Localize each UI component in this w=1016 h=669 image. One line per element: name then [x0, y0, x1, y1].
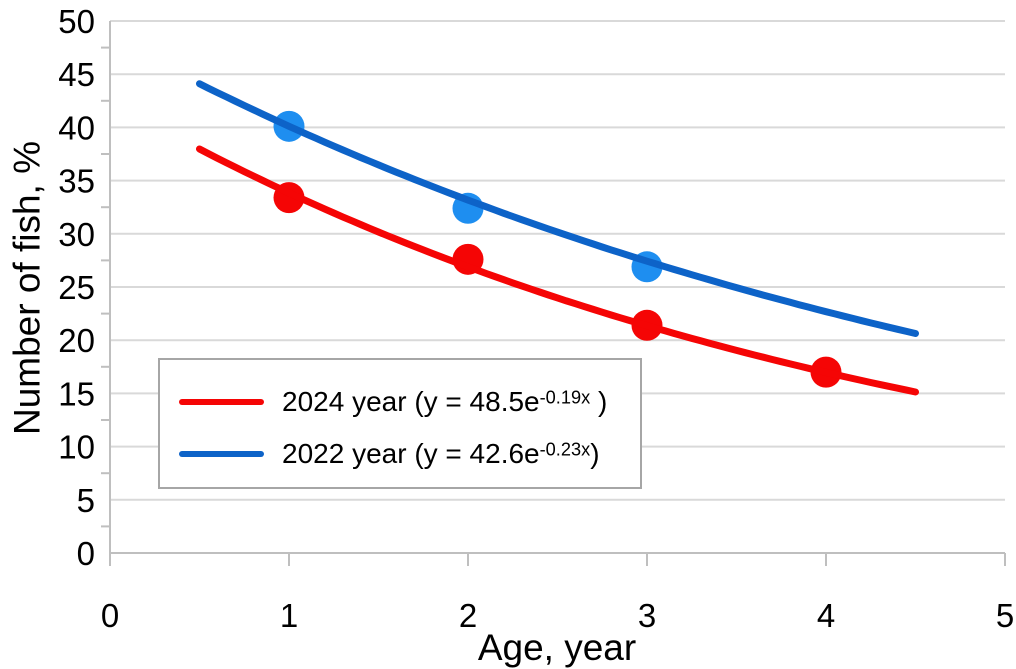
legend-label-2022-exponent: -0.23x: [539, 439, 591, 460]
x-tick-label-0: 0: [101, 597, 119, 634]
y-tick-label-35: 35: [58, 163, 95, 200]
legend-item-2022-year: 2022 year (y = 42.6e-0.23x): [179, 428, 640, 480]
legend-label-2024-exponent: -0.19x: [539, 387, 591, 408]
legend-label-2022-prefix: 2022 year (y = 42.6e: [282, 438, 540, 469]
y-tick-label-25: 25: [58, 269, 95, 306]
legend-label-2022-suffix: ): [590, 438, 600, 469]
y-tick-label-30: 30: [58, 216, 95, 253]
y-tick-label-5: 5: [77, 482, 95, 519]
legend: 2024 year (y = 48.5e-0.19x ) 2022 year (…: [158, 358, 642, 489]
y-tick-label-20: 20: [58, 322, 95, 359]
x-tick-label-4: 4: [817, 597, 835, 634]
trendline-2022-year: [196, 80, 919, 337]
x-tick-label-3: 3: [638, 597, 656, 634]
x-axis-title: Age, year: [477, 627, 637, 668]
legend-label-2024-year: 2024 year (y = 48.5e-0.19x ): [282, 388, 607, 416]
legend-label-2024-suffix: ): [590, 386, 608, 417]
legend-label-2024-prefix: 2024 year (y = 48.5e: [282, 386, 540, 417]
y-tick-label-0: 0: [77, 535, 95, 572]
x-tick-label-5: 5: [996, 597, 1014, 634]
y-tick-label-50: 50: [58, 3, 95, 40]
y-tick-label-45: 45: [58, 56, 95, 93]
y-axis-title: Number of fish, %: [6, 140, 48, 436]
y-tick-label-15: 15: [58, 375, 95, 412]
x-tick-label-1: 1: [280, 597, 298, 634]
y-tick-label-40: 40: [58, 109, 95, 146]
legend-swatch-2024-year: [179, 399, 264, 405]
y-tick-label-10: 10: [58, 429, 95, 466]
x-tick-label-2: 2: [459, 597, 477, 634]
legend-swatch-2022-year: [179, 451, 264, 457]
legend-label-2022-year: 2022 year (y = 42.6e-0.23x): [282, 440, 600, 468]
trendline-2024-year: [196, 145, 919, 396]
legend-item-2024-year: 2024 year (y = 48.5e-0.19x ): [179, 376, 640, 428]
